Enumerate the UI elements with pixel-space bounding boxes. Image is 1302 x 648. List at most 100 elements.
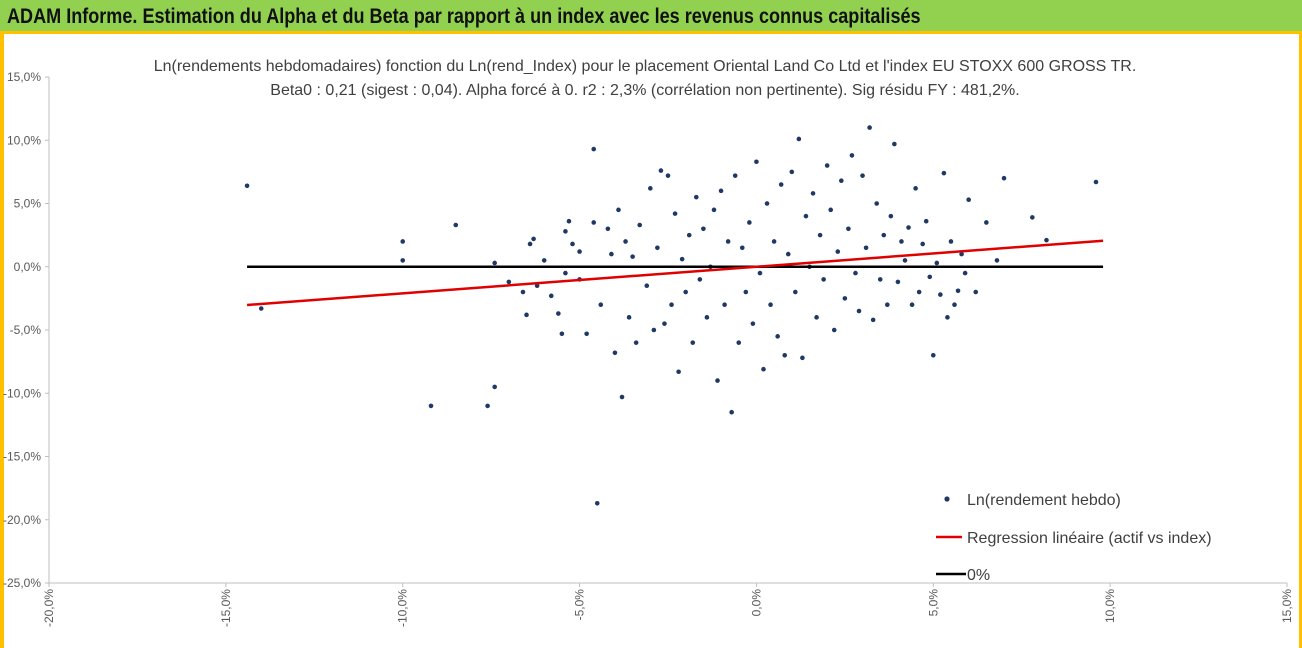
scatter-point bbox=[711, 207, 717, 213]
scatter-point bbox=[729, 409, 734, 415]
scatter-point bbox=[945, 315, 950, 320]
y-tick-label: -10,0% bbox=[3, 386, 41, 400]
scatter-point bbox=[877, 277, 883, 282]
scatter-point bbox=[892, 141, 897, 147]
scatter-point bbox=[785, 251, 791, 257]
scatter-point bbox=[888, 213, 894, 219]
scatter-point bbox=[803, 213, 809, 219]
scatter-point bbox=[612, 350, 618, 356]
scatter-point bbox=[609, 251, 614, 257]
scatter-point bbox=[655, 245, 660, 251]
scatter-point bbox=[626, 315, 632, 320]
scatter-point bbox=[955, 288, 961, 294]
scatter-point bbox=[899, 239, 904, 244]
scatter-point bbox=[672, 211, 678, 216]
scatter-point bbox=[669, 302, 674, 308]
scatter-point bbox=[485, 403, 490, 409]
scatter-point bbox=[400, 239, 406, 244]
scatter-point bbox=[810, 191, 816, 196]
scatter-point bbox=[789, 169, 795, 175]
scatter-point bbox=[616, 207, 621, 213]
scatter-point bbox=[870, 317, 876, 323]
scatter-point bbox=[959, 251, 964, 257]
scatter-point bbox=[835, 249, 841, 254]
scatter-point bbox=[881, 232, 887, 238]
scatter-point bbox=[662, 321, 667, 326]
x-tick-label: 0,0% bbox=[749, 589, 763, 617]
scatter-point bbox=[527, 241, 533, 247]
y-tick-label: 15,0% bbox=[7, 70, 41, 84]
scatter-point bbox=[701, 226, 706, 232]
scatter-point bbox=[895, 279, 901, 285]
scatter-point bbox=[973, 289, 979, 295]
y-tick-label: -25,0% bbox=[3, 576, 41, 590]
scatter-point bbox=[750, 321, 756, 326]
scatter-point bbox=[665, 173, 671, 178]
scatter-point bbox=[506, 279, 512, 285]
legend-label-regression: Regression linéaire (actif vs index) bbox=[967, 530, 1212, 547]
scatter-point bbox=[570, 241, 575, 247]
scatter-point bbox=[563, 270, 568, 276]
scatter-point bbox=[591, 220, 597, 225]
scatter-point bbox=[778, 182, 784, 187]
scatter-point bbox=[524, 312, 529, 318]
scatter-point bbox=[846, 226, 851, 232]
x-tick-label: 5,0% bbox=[926, 589, 940, 617]
scatter-point bbox=[754, 159, 759, 165]
scatter-point bbox=[796, 136, 802, 142]
scatter-point bbox=[637, 222, 643, 228]
scatter-point bbox=[853, 270, 858, 276]
scatter-point bbox=[584, 331, 589, 337]
scatter-point bbox=[1093, 179, 1099, 185]
scatter-point bbox=[598, 302, 604, 308]
scatter-point bbox=[548, 293, 554, 299]
scatter-point bbox=[828, 207, 834, 213]
scatter-point bbox=[623, 239, 628, 244]
scatter-point bbox=[563, 229, 568, 234]
scatter-point bbox=[676, 369, 681, 375]
scatter-point bbox=[941, 170, 947, 176]
scatter-point bbox=[768, 302, 773, 308]
scatter-point bbox=[916, 289, 922, 295]
chart-subtitle: Beta0 : 0,21 (sigest : 0,04). Alpha forc… bbox=[270, 82, 1019, 99]
scatter-point bbox=[839, 178, 844, 184]
scatter-point bbox=[559, 331, 565, 337]
report-banner: ADAM Informe. Estimation du Alpha et du … bbox=[0, 0, 1302, 34]
scatter-point bbox=[534, 283, 540, 289]
scatter-point bbox=[732, 173, 738, 178]
legend-label-points: Ln(rendement hebdo) bbox=[967, 492, 1121, 509]
chart-title: Ln(rendements hebdomadaires) fonction du… bbox=[154, 58, 1137, 75]
scatter-point bbox=[775, 334, 780, 339]
scatter-point bbox=[400, 258, 406, 263]
scatter-point bbox=[994, 258, 1000, 263]
scatter-point bbox=[541, 258, 547, 263]
scatter-point bbox=[648, 186, 653, 191]
scatter-point bbox=[863, 245, 869, 251]
x-tick-label: 10,0% bbox=[1103, 589, 1117, 623]
scatter-point bbox=[594, 501, 600, 506]
scatter-point bbox=[821, 277, 826, 282]
x-tick-label: -10,0% bbox=[396, 589, 410, 627]
scatter-point bbox=[453, 222, 459, 228]
scatter-point bbox=[693, 194, 699, 200]
scatter-point bbox=[800, 355, 805, 361]
scatter-point bbox=[831, 327, 837, 333]
scatter-point bbox=[814, 315, 819, 320]
scatter-point bbox=[867, 125, 872, 130]
scatter-point bbox=[725, 239, 731, 244]
scatter-point bbox=[793, 289, 798, 295]
scatter-point bbox=[860, 173, 865, 178]
scatter-point bbox=[492, 384, 497, 390]
scatter-point bbox=[697, 277, 703, 282]
scatter-point bbox=[633, 340, 639, 345]
scatter-point bbox=[984, 220, 989, 225]
scatter-point bbox=[739, 245, 745, 251]
scatter-point bbox=[718, 188, 724, 194]
scatter-point bbox=[619, 394, 625, 400]
y-tick-label: -5,0% bbox=[10, 323, 42, 337]
scatter-point bbox=[630, 254, 635, 259]
scatter-point bbox=[782, 353, 788, 358]
scatter-point bbox=[927, 274, 933, 280]
scatter-point bbox=[658, 168, 664, 173]
